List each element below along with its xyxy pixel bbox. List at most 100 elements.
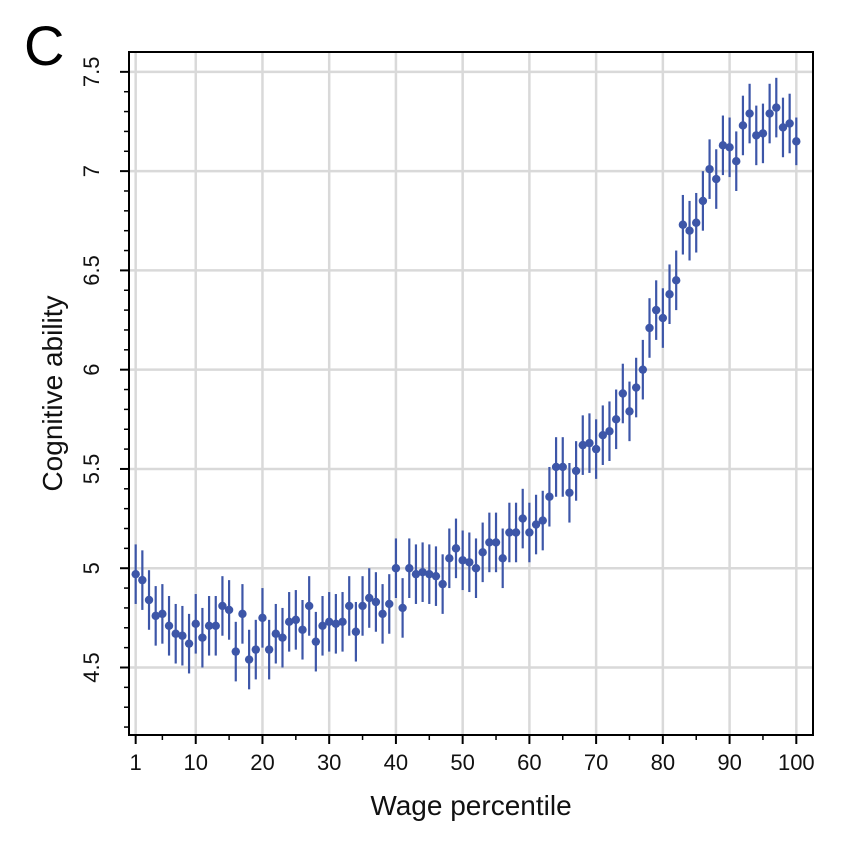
data-point	[431, 571, 441, 581]
data-point	[465, 558, 474, 567]
data-point	[591, 444, 601, 454]
data-point	[378, 609, 387, 619]
data-point	[705, 164, 714, 174]
data-point	[725, 143, 734, 152]
grid-lines	[129, 52, 813, 735]
data-point	[685, 226, 694, 235]
data-point	[298, 625, 307, 634]
data-point	[758, 129, 768, 138]
data-point	[238, 609, 247, 619]
error-bars	[134, 77, 798, 690]
data-point	[425, 569, 434, 579]
data-point	[598, 430, 607, 440]
x-axis-title: Wage percentile	[370, 790, 571, 821]
data-point	[538, 516, 547, 525]
data-point	[178, 631, 187, 640]
x-tick-label: 50	[450, 750, 474, 775]
data-point	[678, 220, 688, 229]
data-point	[665, 290, 674, 299]
data-point	[531, 520, 541, 529]
data-points	[131, 103, 801, 664]
x-tick-label: 40	[384, 750, 408, 775]
data-point	[445, 554, 454, 563]
data-point	[785, 119, 794, 128]
data-point	[772, 103, 781, 112]
data-point	[745, 109, 754, 118]
data-point	[458, 556, 467, 565]
y-tick-label: 4.5	[79, 652, 104, 683]
data-point	[244, 655, 254, 664]
data-point	[151, 611, 160, 621]
data-point	[358, 601, 367, 611]
data-point	[618, 389, 628, 398]
data-point	[438, 579, 447, 589]
data-point	[331, 619, 341, 629]
x-tick-label: 80	[651, 750, 675, 775]
panel-label: C	[24, 14, 65, 77]
plot-frame	[128, 51, 814, 736]
data-point	[198, 633, 207, 642]
data-point	[144, 595, 154, 605]
data-point	[278, 633, 287, 642]
data-point	[565, 488, 574, 497]
data-point	[732, 157, 741, 166]
data-point	[611, 415, 621, 424]
data-point	[338, 617, 347, 627]
data-point	[324, 617, 334, 627]
data-point	[264, 645, 274, 654]
data-point	[451, 544, 461, 553]
data-point	[291, 615, 301, 625]
data-point	[218, 601, 227, 611]
data-point	[718, 141, 728, 150]
data-point	[511, 528, 521, 537]
data-point	[398, 603, 407, 613]
y-tick-label: 7.5	[79, 57, 104, 88]
data-point	[318, 621, 327, 630]
data-point	[638, 365, 648, 374]
y-axis-title: Cognitive ability	[37, 295, 68, 491]
y-tick-label: 6	[79, 364, 104, 376]
data-point	[645, 323, 654, 333]
data-point	[251, 645, 260, 654]
x-tick-label: 30	[317, 750, 341, 775]
data-point	[478, 548, 487, 557]
data-point	[585, 438, 594, 448]
data-point	[224, 605, 234, 615]
x-tick-label: 1	[130, 750, 142, 775]
data-point	[204, 621, 214, 630]
data-point	[578, 440, 587, 450]
y-tick-label: 6.5	[79, 255, 104, 286]
axes	[120, 51, 814, 744]
data-point	[164, 621, 174, 630]
data-point	[525, 528, 534, 537]
data-point	[411, 569, 421, 579]
data-point	[518, 514, 527, 523]
data-point	[371, 597, 381, 607]
data-point	[778, 123, 788, 132]
data-point	[792, 137, 801, 146]
data-point	[505, 528, 514, 537]
data-point	[345, 601, 354, 611]
data-point	[625, 407, 634, 416]
data-point	[271, 629, 281, 638]
data-point	[258, 613, 267, 623]
data-point	[658, 313, 668, 323]
x-tick-label: 90	[717, 750, 741, 775]
data-point	[131, 569, 140, 579]
data-point	[752, 131, 761, 140]
data-point	[631, 383, 641, 392]
data-point	[498, 554, 507, 563]
data-point	[605, 427, 614, 436]
data-point	[551, 462, 561, 472]
data-point	[304, 601, 314, 611]
y-tick-label: 5.5	[79, 454, 104, 485]
data-point	[471, 564, 481, 573]
data-point	[491, 538, 501, 547]
data-point	[418, 567, 427, 577]
data-point	[712, 174, 721, 184]
data-point	[485, 538, 494, 547]
data-point	[571, 466, 581, 476]
y-tick-label: 7	[79, 165, 104, 177]
x-tick-label: 100	[778, 750, 815, 775]
data-point	[184, 639, 194, 648]
